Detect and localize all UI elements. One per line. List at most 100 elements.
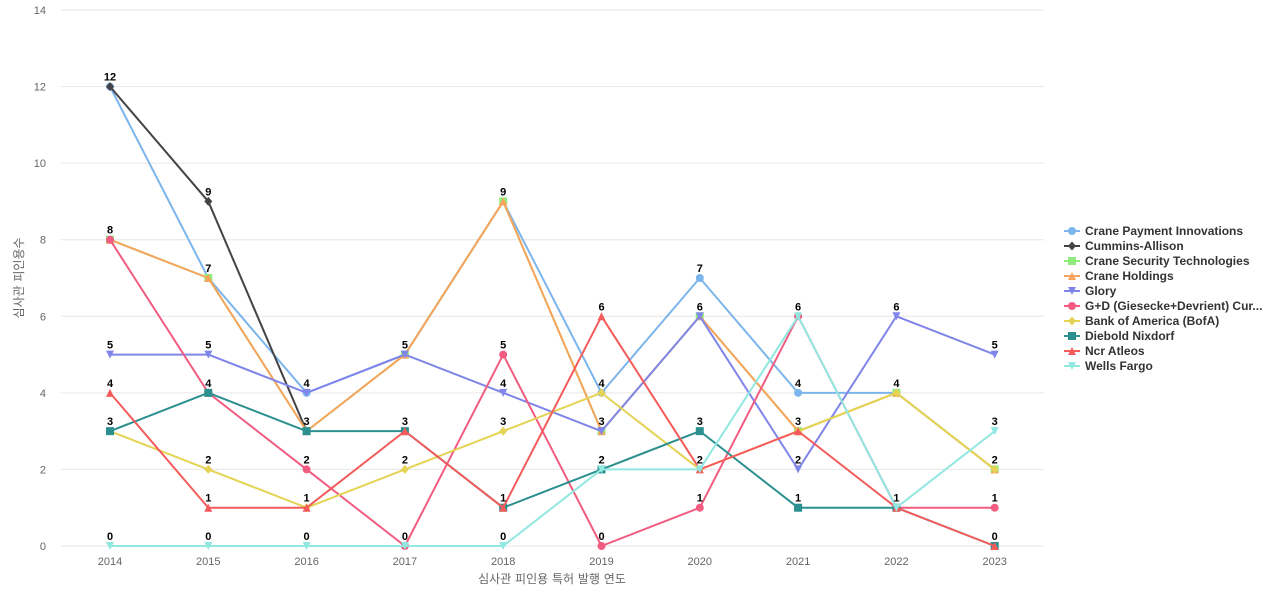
legend-item[interactable]: Diebold Nixdorf (1064, 329, 1175, 343)
legend-symbol[interactable] (1068, 316, 1076, 326)
data-point[interactable] (400, 542, 409, 550)
x-tick-label: 2023 (982, 556, 1006, 568)
data-point[interactable] (499, 426, 508, 436)
data-point[interactable] (892, 312, 901, 321)
data-point[interactable] (794, 388, 803, 397)
data-point[interactable] (204, 388, 213, 397)
data-point[interactable] (204, 350, 213, 359)
x-tick-label: 2022 (884, 556, 908, 568)
data-label: 6 (893, 301, 899, 313)
data-point[interactable] (695, 274, 704, 282)
legend-item[interactable]: Cummins-Allison (1064, 239, 1184, 253)
y-axis: 0 2 4 6 8 10 12 14 (34, 5, 46, 553)
legend-symbol[interactable] (1068, 272, 1076, 280)
data-point[interactable] (106, 388, 114, 397)
legend-item[interactable]: Bank of America (BofA) (1064, 314, 1219, 328)
data-label: 1 (304, 493, 310, 505)
data-point[interactable] (794, 503, 803, 512)
data-point[interactable] (597, 427, 606, 436)
data-point[interactable] (794, 427, 803, 436)
data-point[interactable] (990, 542, 999, 550)
legend-symbol[interactable] (1068, 257, 1076, 265)
x-tick-label: 2016 (294, 556, 318, 568)
data-point[interactable] (892, 388, 901, 398)
legend-item[interactable]: G+D (Giesecke+Devrient) Cur... (1064, 299, 1262, 313)
data-point[interactable] (106, 427, 114, 436)
series-2 (106, 197, 999, 474)
data-point[interactable] (597, 312, 606, 321)
data-label: 4 (500, 378, 507, 390)
data-label: 1 (697, 493, 703, 505)
series-lines (106, 82, 999, 550)
legend-item[interactable]: Crane Security Technologies (1064, 254, 1250, 268)
series-line (109, 200, 996, 471)
data-label: 3 (795, 416, 801, 428)
legend-item[interactable]: Crane Payment Innovations (1064, 224, 1243, 238)
y-tick-label: 10 (34, 158, 46, 170)
data-point[interactable] (302, 427, 311, 436)
series-line (109, 391, 996, 547)
data-label: 1 (500, 493, 506, 505)
data-point[interactable] (597, 542, 606, 550)
data-point[interactable] (400, 464, 409, 474)
data-point[interactable] (204, 464, 213, 474)
series-line (109, 315, 996, 547)
data-point[interactable] (400, 350, 409, 359)
data-point[interactable] (302, 465, 311, 474)
data-point[interactable] (204, 503, 213, 512)
legend-item[interactable]: Wells Fargo (1064, 359, 1153, 373)
legend-symbol[interactable] (1068, 302, 1076, 310)
data-label: 4 (795, 378, 802, 390)
data-point[interactable] (990, 503, 999, 512)
legend-symbol[interactable] (1068, 347, 1076, 355)
legend-symbol[interactable] (1068, 227, 1076, 235)
legend-symbol[interactable] (1068, 287, 1076, 295)
legend-item[interactable]: Glory (1064, 284, 1117, 298)
data-point[interactable] (204, 274, 213, 282)
data-point[interactable] (695, 312, 704, 321)
legend-label: Cummins-Allison (1085, 239, 1184, 253)
data-label: 2 (992, 454, 998, 466)
data-point[interactable] (302, 503, 311, 512)
data-point[interactable] (695, 503, 704, 512)
legend-label: Bank of America (BofA) (1085, 314, 1219, 328)
data-point[interactable] (695, 465, 704, 474)
data-point[interactable] (302, 388, 311, 397)
data-point[interactable] (892, 503, 901, 512)
data-point[interactable] (106, 82, 114, 92)
legend-label: Wells Fargo (1085, 359, 1153, 373)
data-label: 5 (402, 340, 408, 352)
legend-item[interactable]: Ncr Atleos (1064, 344, 1145, 358)
data-point[interactable] (990, 427, 999, 436)
data-point[interactable] (597, 388, 606, 398)
legend-symbol[interactable] (1068, 332, 1076, 340)
data-label: 12 (104, 72, 116, 84)
data-point[interactable] (597, 465, 606, 474)
data-point[interactable] (499, 350, 508, 359)
data-point[interactable] (499, 388, 508, 397)
data-point[interactable] (204, 196, 213, 206)
data-point[interactable] (990, 464, 999, 474)
data-point[interactable] (794, 312, 803, 321)
data-point[interactable] (204, 542, 213, 550)
y-tick-label: 0 (40, 541, 46, 553)
data-label: 3 (304, 416, 310, 428)
data-label: 5 (107, 340, 113, 352)
data-point[interactable] (990, 350, 999, 359)
legend-item[interactable]: Crane Holdings (1064, 269, 1174, 283)
legend-symbol[interactable] (1068, 241, 1076, 251)
data-point[interactable] (794, 465, 803, 474)
data-point[interactable] (400, 427, 409, 436)
data-point[interactable] (302, 542, 311, 550)
data-label: 0 (107, 531, 113, 543)
data-label: 4 (304, 378, 311, 390)
data-point[interactable] (499, 542, 508, 550)
data-point[interactable] (106, 542, 114, 550)
data-point[interactable] (499, 503, 508, 512)
data-point[interactable] (106, 350, 114, 359)
data-label: 2 (795, 454, 801, 466)
data-point[interactable] (106, 235, 114, 244)
data-point[interactable] (695, 427, 704, 436)
data-point[interactable] (499, 197, 508, 206)
legend-symbol[interactable] (1068, 362, 1076, 370)
